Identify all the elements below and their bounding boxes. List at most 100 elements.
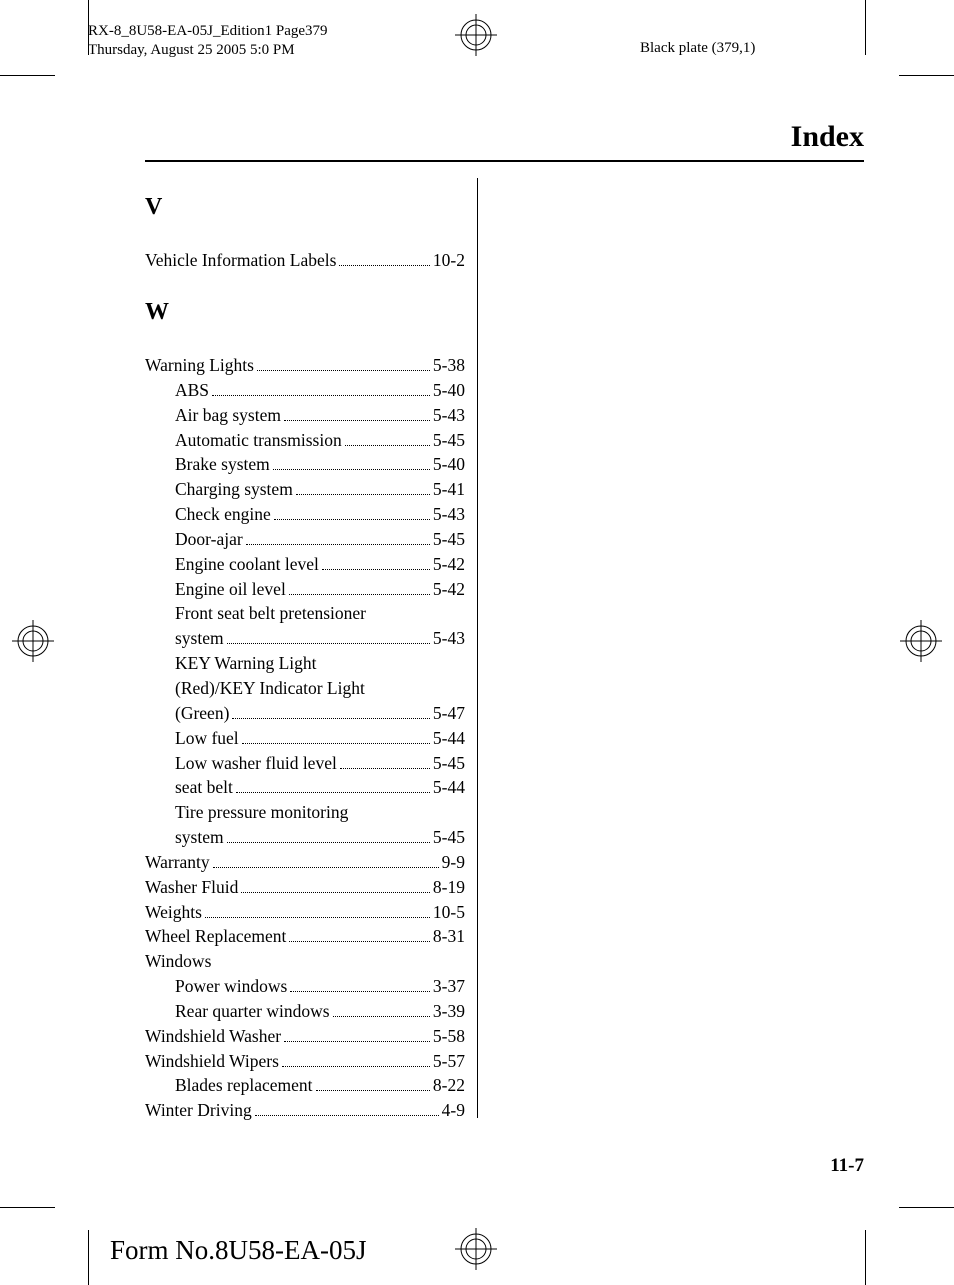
index-entry-page: 5-58	[433, 1024, 465, 1049]
index-entry-text: Engine coolant level	[175, 552, 319, 577]
index-entry-text: (Red)/KEY Indicator Light	[175, 676, 365, 701]
index-entry-page: 5-45	[433, 527, 465, 552]
index-entry: system5-45	[145, 825, 465, 850]
title-bar: Index	[145, 120, 864, 162]
index-entry-text: Low washer fluid level	[175, 751, 337, 776]
leader-dots	[273, 469, 430, 470]
index-entry-text: Door-ajar	[175, 527, 243, 552]
index-entry: Engine oil level 5-42	[145, 577, 465, 602]
crop-mark	[88, 0, 89, 55]
index-entry: Warranty 9-9	[145, 850, 465, 875]
index-entry-text: Warning Lights	[145, 353, 254, 378]
index-entry-text: KEY Warning Light	[175, 651, 317, 676]
index-entry-page: 5-45	[433, 428, 465, 453]
index-entry-page: 4-9	[442, 1098, 465, 1123]
leader-dots	[212, 395, 430, 396]
index-entry-text: Blades replacement	[175, 1073, 313, 1098]
index-entry: Tire pressure monitoring	[145, 800, 465, 825]
index-entry: Brake system5-40	[145, 452, 465, 477]
crop-mark	[865, 1230, 866, 1285]
index-entry-text: Low fuel	[175, 726, 239, 751]
index-entry: Rear quarter windows 3-39	[145, 999, 465, 1024]
index-entry-page: 3-37	[433, 974, 465, 999]
index-entry: Windows	[145, 949, 465, 974]
index-entry: Low washer fluid level5-45	[145, 751, 465, 776]
index-column-left: V Vehicle Information Labels10-2 W Warning …	[145, 190, 465, 1141]
leader-dots	[322, 569, 430, 570]
index-entry-page: 8-22	[433, 1073, 465, 1098]
index-entry-page: 5-44	[433, 726, 465, 751]
index-entry: Windshield Washer 5-58	[145, 1024, 465, 1049]
index-entry-text: Front seat belt pretensioner	[175, 601, 366, 626]
form-number: Form No.8U58-EA-05J	[110, 1235, 367, 1266]
leader-dots	[289, 941, 430, 942]
index-entry: Power windows3-37	[145, 974, 465, 999]
index-entry: seat belt5-44	[145, 775, 465, 800]
leader-dots	[246, 544, 430, 545]
page-content: Index V Vehicle Information Labels10-2 W Wa…	[145, 120, 864, 1141]
index-entry-page: 5-40	[433, 452, 465, 477]
index-entry: (Green)5-47	[145, 701, 465, 726]
index-entry-page: 10-2	[433, 248, 465, 273]
leader-dots	[213, 867, 439, 868]
crop-mark	[88, 1230, 89, 1285]
index-entry: Blades replacement 8-22	[145, 1073, 465, 1098]
index-entry-page: 10-5	[433, 900, 465, 925]
index-entry-page: 5-38	[433, 353, 465, 378]
index-entry-page: 5-40	[433, 378, 465, 403]
leader-dots	[232, 718, 430, 719]
index-entry-text: Wheel Replacement	[145, 924, 286, 949]
index-entry: ABS5-40	[145, 378, 465, 403]
leader-dots	[296, 494, 430, 495]
index-entry: Vehicle Information Labels10-2	[145, 248, 465, 273]
registration-mark-icon	[455, 1228, 497, 1270]
index-entry-text: Windows	[145, 949, 211, 974]
crop-mark	[0, 1207, 55, 1208]
index-entry-page: 3-39	[433, 999, 465, 1024]
index-entry-text: Engine oil level	[175, 577, 286, 602]
index-entry: Warning Lights 5-38	[145, 353, 465, 378]
index-entry-text: Tire pressure monitoring	[175, 800, 348, 825]
index-entry-text: system	[175, 825, 224, 850]
index-entry-text: Check engine	[175, 502, 271, 527]
index-entry-text: (Green)	[175, 701, 229, 726]
leader-dots	[333, 1016, 430, 1017]
index-section-letter: W	[145, 295, 465, 329]
index-entry-page: 5-42	[433, 552, 465, 577]
index-entry: Weights 10-5	[145, 900, 465, 925]
index-entry: Air bag system5-43	[145, 403, 465, 428]
index-entry: Wheel Replacement 8-31	[145, 924, 465, 949]
index-entry-page: 5-43	[433, 502, 465, 527]
index-entry-page: 5-41	[433, 477, 465, 502]
column-divider	[477, 178, 478, 1118]
registration-mark-icon	[900, 620, 942, 662]
index-entry-text: Weights	[145, 900, 202, 925]
leader-dots	[340, 768, 430, 769]
leader-dots	[282, 1066, 430, 1067]
print-header-line2: Thursday, August 25 2005 5:0 PM	[88, 41, 328, 60]
index-entry: Front seat belt pretensioner	[145, 601, 465, 626]
leader-dots	[242, 743, 430, 744]
index-entry-text: Windshield Washer	[145, 1024, 281, 1049]
index-entry-page: 8-31	[433, 924, 465, 949]
leader-dots	[241, 892, 430, 893]
leader-dots	[284, 1041, 430, 1042]
index-entry: Door-ajar 5-45	[145, 527, 465, 552]
index-entry: Automatic transmission5-45	[145, 428, 465, 453]
index-entry-text: Charging system	[175, 477, 293, 502]
index-entry-text: Warranty	[145, 850, 210, 875]
page-title: Index	[145, 120, 864, 154]
index-entry-page: 5-42	[433, 577, 465, 602]
leader-dots	[339, 265, 429, 266]
leader-dots	[289, 594, 430, 595]
crop-mark	[0, 75, 55, 76]
index-entry-page: 5-43	[433, 403, 465, 428]
index-entry-page: 5-44	[433, 775, 465, 800]
index-entry-page: 9-9	[442, 850, 465, 875]
leader-dots	[255, 1115, 439, 1116]
index-section-letter: V	[145, 190, 465, 224]
index-entry: Check engine 5-43	[145, 502, 465, 527]
index-entry: Charging system 5-41	[145, 477, 465, 502]
index-entry-text: Winter Driving	[145, 1098, 252, 1123]
index-entry-text: Rear quarter windows	[175, 999, 330, 1024]
